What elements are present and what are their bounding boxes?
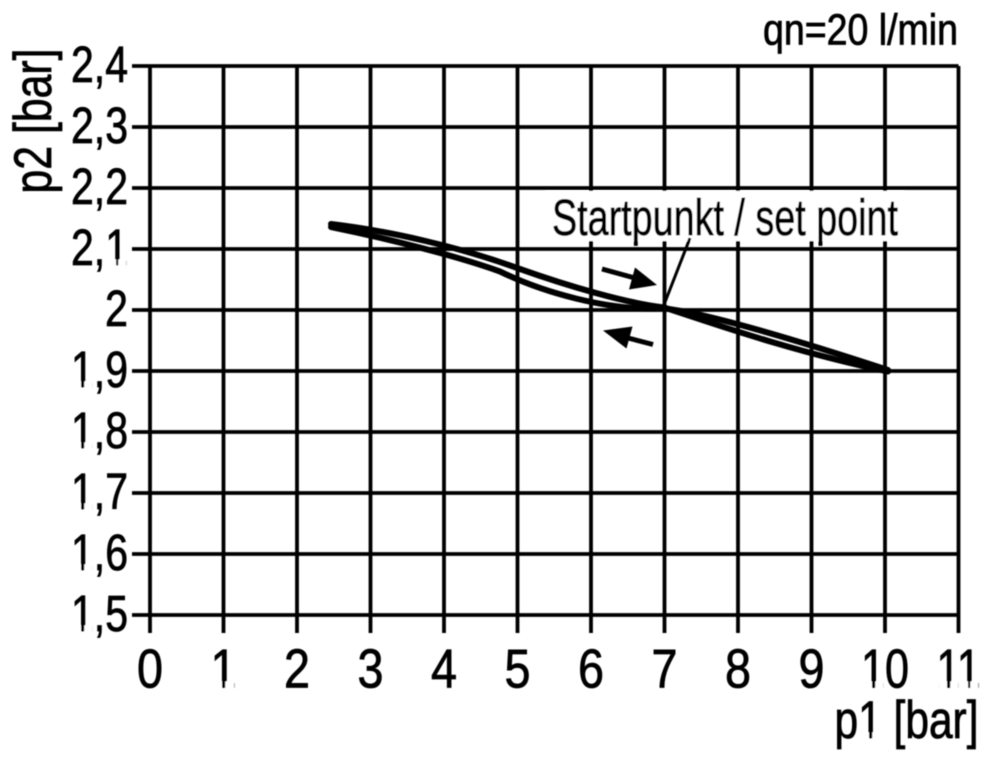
svg-text:0: 0 <box>137 638 163 700</box>
svg-text:5: 5 <box>505 638 531 700</box>
svg-text:2,3: 2,3 <box>71 97 128 154</box>
svg-text:10: 10 <box>861 638 909 700</box>
svg-text:3: 3 <box>358 638 384 700</box>
svg-text:qn=20 l/min: qn=20 l/min <box>763 6 958 55</box>
svg-text:4: 4 <box>431 638 457 700</box>
svg-text:1: 1 <box>211 638 237 700</box>
svg-text:2,2: 2,2 <box>71 158 128 215</box>
svg-text:2,4: 2,4 <box>71 36 128 93</box>
svg-text:1,5: 1,5 <box>71 585 128 642</box>
svg-text:2: 2 <box>284 638 310 700</box>
svg-text:8: 8 <box>725 638 751 700</box>
svg-text:1,7: 1,7 <box>71 463 128 520</box>
svg-text:1,6: 1,6 <box>71 524 128 581</box>
svg-text:9: 9 <box>799 638 825 700</box>
svg-text:11: 11 <box>937 638 981 700</box>
svg-text:p2 [bar]: p2 [bar] <box>4 49 63 194</box>
svg-text:Startpunkt / set point: Startpunkt / set point <box>552 189 898 246</box>
svg-text:p1 [bar]: p1 [bar] <box>835 691 979 750</box>
svg-text:1,9: 1,9 <box>71 341 128 398</box>
svg-text:7: 7 <box>652 638 678 700</box>
svg-text:2: 2 <box>105 280 128 337</box>
svg-text:2,1: 2,1 <box>71 219 128 276</box>
svg-text:1,8: 1,8 <box>71 402 128 459</box>
svg-text:6: 6 <box>578 638 604 700</box>
